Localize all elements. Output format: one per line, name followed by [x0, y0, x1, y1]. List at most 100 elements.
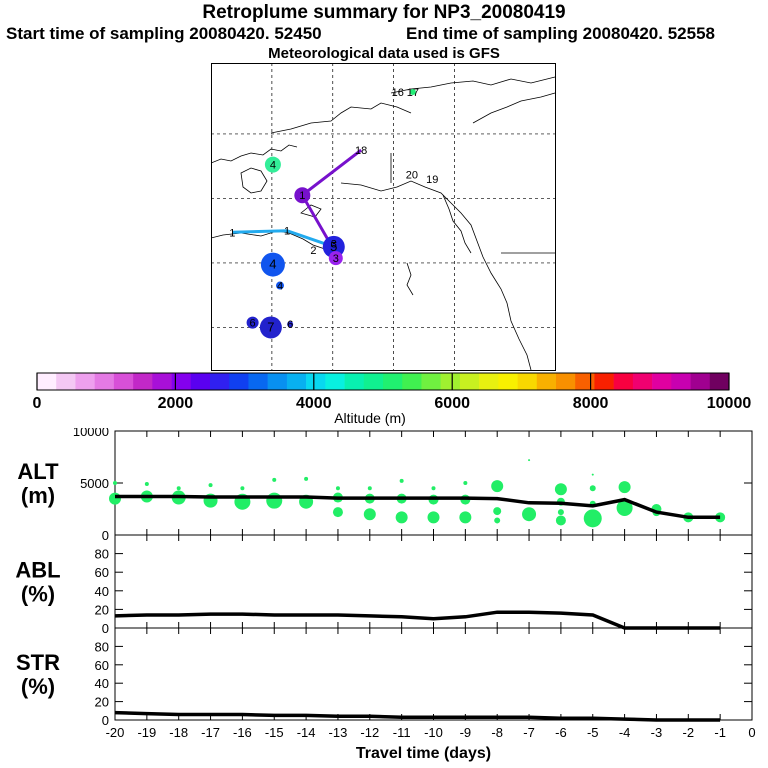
- alt-point: [272, 477, 277, 482]
- x-tick-label: -12: [360, 725, 379, 740]
- alt-point: [493, 507, 502, 516]
- x-tick-label: -19: [137, 725, 156, 740]
- colorbar-cell: [37, 373, 57, 390]
- colorbar-cell: [325, 373, 345, 390]
- colorbar-tick-label: 6000: [434, 395, 470, 412]
- trajectory-marker-label: 3: [333, 253, 339, 265]
- colorbar-cell: [652, 373, 672, 390]
- coastlines: [211, 76, 556, 371]
- x-tick-label: -2: [683, 725, 695, 740]
- trajectory-marker: [287, 321, 294, 328]
- altitude-colorbar: 0 2000 4000 6000 8000 10000 Altitude (m): [33, 372, 752, 426]
- colorbar-cell: [459, 373, 480, 390]
- colorbar-tick-label: 2000: [158, 395, 194, 412]
- page-title: Retroplume summary for NP3_20080419: [202, 2, 566, 23]
- x-tick-label: -14: [297, 725, 316, 740]
- trajectory-marker-label: 19: [426, 174, 438, 186]
- alt-point: [591, 473, 594, 476]
- alt-point: [555, 515, 566, 526]
- abl-line: [114, 610, 721, 630]
- colorbar-cell: [152, 373, 172, 390]
- trajectory-marker-label: 4: [277, 281, 283, 293]
- time-series-panels: 0500010000ALT(m)020406080ABL(%)020406080…: [15, 428, 755, 762]
- trajectory-marker-label: 2: [310, 245, 316, 257]
- panel-frame: [114, 627, 753, 721]
- panel-ylabel: (%): [21, 582, 55, 607]
- x-tick-label: -1: [714, 725, 726, 740]
- alt-point: [109, 492, 121, 505]
- colorbar-cell: [613, 373, 634, 390]
- x-tick-label: -10: [424, 725, 443, 740]
- alt-point: [266, 492, 283, 509]
- colorbar-cell: [113, 373, 134, 390]
- trajectory-marker-label: 1: [299, 190, 305, 202]
- trajectory-marker: [259, 316, 282, 339]
- colorbar-cell: [556, 373, 576, 390]
- trajectory-marker: [328, 251, 343, 266]
- alt-point: [616, 499, 633, 516]
- alt-point: [557, 509, 564, 516]
- alt-point: [240, 486, 245, 491]
- colorbar-cell: [190, 373, 211, 390]
- panel-ylabel: (m): [21, 483, 55, 508]
- x-tick-label: -7: [523, 725, 535, 740]
- colorbar-cell: [671, 373, 691, 390]
- alt-point: [427, 511, 440, 524]
- alt-point: [399, 478, 404, 483]
- colorbar-cell: [75, 373, 95, 390]
- alt-point: [176, 486, 181, 491]
- trajectory-marker-label: 4: [269, 257, 276, 272]
- colorbar-cells: [36, 372, 730, 391]
- colorbar-tick-label: 0: [33, 395, 42, 412]
- colorbar-cell: [94, 373, 115, 390]
- colorbar-cell: [575, 373, 595, 390]
- y-tick-label: 80: [95, 639, 109, 654]
- trajectory-marker-label: 5: [330, 239, 337, 254]
- x-tick-label: 0: [748, 725, 755, 740]
- trajectory-marker-label: 1: [229, 227, 235, 239]
- colorbar-cell: [690, 373, 711, 390]
- alt-point: [113, 481, 117, 485]
- str-line: [114, 710, 721, 722]
- trajectory-marker: [276, 281, 284, 290]
- colorbar-cell: [594, 373, 614, 390]
- y-tick-label: 0: [102, 528, 109, 543]
- colorbar-cell: [479, 373, 499, 390]
- end-time: End time of sampling 20080420. 52558: [406, 24, 715, 43]
- colorbar-tick-label: 10000: [707, 395, 752, 412]
- x-axis-label: Travel time (days): [356, 745, 491, 762]
- colorbar-cell: [498, 373, 518, 390]
- colorbar-cell: [709, 373, 730, 390]
- x-tick-label: -17: [201, 725, 220, 740]
- colorbar-tick-label: 4000: [296, 395, 332, 412]
- panel-ylabel: ALT: [17, 459, 59, 484]
- alt-point: [554, 483, 567, 496]
- colorbar-cell: [421, 373, 441, 390]
- trajectory-marker-label: 6: [287, 319, 293, 331]
- alt-point: [208, 483, 213, 488]
- y-tick-label: 0: [102, 621, 109, 636]
- x-tick-label: -13: [329, 725, 348, 740]
- x-tick-label: -3: [651, 725, 663, 740]
- trajectory-marker-label: 6: [250, 318, 256, 330]
- trajectory-path: [232, 229, 335, 249]
- x-tick-label: -9: [460, 725, 472, 740]
- trajectory-marker-label: 3: [331, 239, 337, 251]
- trajectory-marker: [246, 316, 259, 329]
- trajectory-marker-label: 7: [267, 319, 274, 334]
- colorbar-cell: [210, 373, 230, 390]
- alt-point: [335, 486, 340, 491]
- colorbar-cell: [440, 373, 461, 390]
- alt-point: [332, 507, 343, 518]
- colorbar-cell: [56, 373, 76, 390]
- alt-point: [367, 486, 372, 491]
- colorbar-cell: [248, 373, 268, 390]
- panel-ylabel: (%): [21, 674, 55, 699]
- x-tick-label: -4: [619, 725, 631, 740]
- trajectory-marker-label: 16: [392, 87, 404, 99]
- colorbar-tick-label: 8000: [573, 395, 609, 412]
- y-tick-label: 80: [95, 547, 109, 562]
- alt-point: [589, 485, 596, 492]
- trajectory-marker-label: 17: [407, 87, 419, 99]
- colorbar-cell: [402, 373, 422, 390]
